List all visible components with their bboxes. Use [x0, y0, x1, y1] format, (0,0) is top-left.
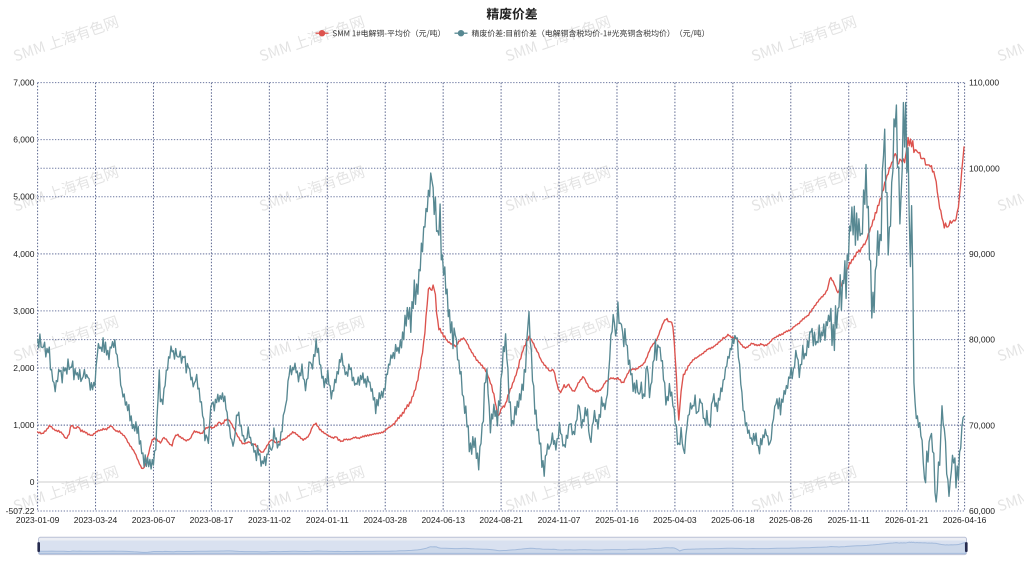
svg-text:0: 0	[30, 477, 35, 487]
svg-text:110,000: 110,000	[969, 78, 999, 88]
svg-text:7,000: 7,000	[13, 78, 35, 88]
svg-text:2024-03-28: 2024-03-28	[363, 515, 407, 525]
svg-text:6,000: 6,000	[13, 135, 35, 145]
svg-text:60,000: 60,000	[969, 506, 995, 516]
svg-text:5,000: 5,000	[13, 192, 35, 202]
svg-text:2025-08-26: 2025-08-26	[769, 515, 813, 525]
svg-text:100,000: 100,000	[969, 163, 1000, 173]
svg-text:80,000: 80,000	[969, 335, 995, 345]
svg-text:2025-01-16: 2025-01-16	[595, 515, 639, 525]
svg-text:1,000: 1,000	[13, 420, 35, 430]
svg-text:3,000: 3,000	[13, 306, 35, 316]
svg-text:2024-01-11: 2024-01-11	[306, 515, 349, 525]
svg-text:2,000: 2,000	[13, 363, 35, 373]
svg-text:2026-04-16: 2026-04-16	[943, 515, 987, 525]
svg-text:2023-08-17: 2023-08-17	[190, 515, 234, 525]
svg-text:2025-11-11: 2025-11-11	[828, 515, 870, 525]
svg-text:2026-01-21: 2026-01-21	[885, 515, 929, 525]
svg-text:90,000: 90,000	[969, 249, 995, 259]
svg-text:4,000: 4,000	[13, 249, 35, 259]
svg-text:2025-04-03: 2025-04-03	[653, 515, 697, 525]
svg-text:2024-11-07: 2024-11-07	[538, 515, 581, 525]
svg-text:2023-11-02: 2023-11-02	[248, 515, 291, 525]
svg-text:2024-08-21: 2024-08-21	[479, 515, 523, 525]
svg-text:2025-06-18: 2025-06-18	[711, 515, 755, 525]
svg-text:2024-06-13: 2024-06-13	[421, 515, 465, 525]
svg-text:70,000: 70,000	[969, 420, 995, 430]
svg-text:2023-01-09: 2023-01-09	[16, 515, 60, 525]
svg-text:-507.22: -507.22	[6, 506, 35, 516]
svg-text:2023-03-24: 2023-03-24	[74, 515, 118, 525]
svg-text:2023-06-07: 2023-06-07	[132, 515, 176, 525]
